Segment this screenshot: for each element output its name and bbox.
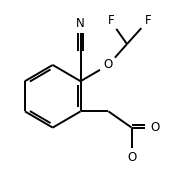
Text: F: F: [107, 14, 114, 27]
Text: N: N: [76, 17, 85, 30]
Text: O: O: [127, 151, 136, 164]
Text: O: O: [104, 58, 113, 72]
Text: F: F: [145, 14, 151, 27]
Text: O: O: [150, 121, 159, 134]
